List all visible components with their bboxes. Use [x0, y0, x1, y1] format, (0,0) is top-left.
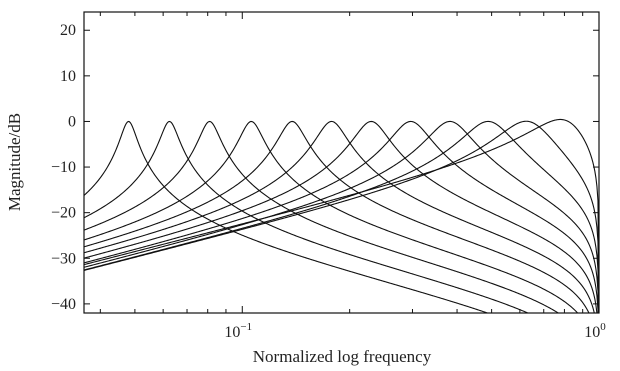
x-axis-title: Normalized log frequency — [253, 347, 432, 366]
y-tick-label: −40 — [51, 296, 76, 313]
x-tick-label: 10−1 — [224, 321, 252, 341]
series-line-11 — [84, 120, 599, 313]
y-tick-label: 0 — [68, 113, 76, 130]
y-tick-label: −20 — [51, 205, 76, 222]
series-line-9 — [84, 120, 599, 313]
series-line-3 — [84, 120, 560, 313]
y-tick-label: 10 — [60, 68, 76, 85]
series-line-8 — [84, 120, 599, 313]
y-tick-label: −30 — [51, 250, 76, 267]
series-line-5 — [84, 120, 590, 313]
series-line-7 — [84, 120, 598, 313]
plot-frame — [83, 11, 600, 314]
y-tick-label: −10 — [51, 159, 76, 176]
ticks-group — [84, 12, 600, 313]
series-line-1 — [84, 120, 490, 313]
y-tick-label: 20 — [60, 22, 76, 39]
series-line-12 — [84, 118, 599, 313]
x-tick-label: 100 — [584, 321, 606, 341]
series-line-6 — [84, 120, 595, 313]
y-axis-title: Magnitude/dB — [5, 113, 24, 211]
series-line-2 — [84, 120, 530, 313]
series-line-4 — [84, 120, 579, 313]
curves-group — [84, 118, 599, 313]
